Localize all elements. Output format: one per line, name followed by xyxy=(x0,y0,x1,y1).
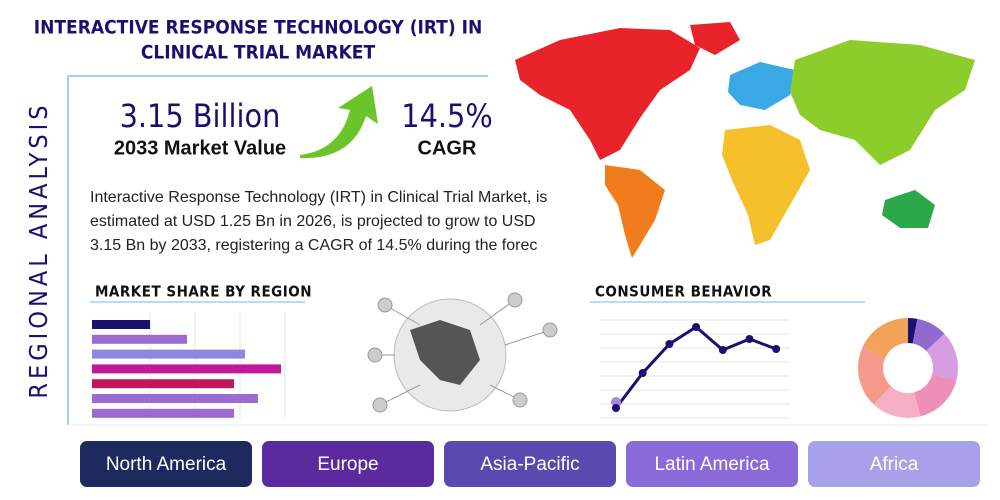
tab-background xyxy=(626,441,798,487)
donut-segment xyxy=(908,318,918,344)
stat-value: 3.15 Billion xyxy=(120,97,281,135)
donut-segment xyxy=(926,333,959,381)
description: 3.15 Bn by 2033, registering a CAGR of 1… xyxy=(90,237,537,254)
tab-label: Africa xyxy=(870,454,919,475)
bar xyxy=(92,364,281,374)
tab-label: Europe xyxy=(317,454,378,475)
growth-arrow xyxy=(300,86,378,159)
stat-value: 14.5% xyxy=(401,97,492,135)
region-tab[interactable]: Latin America xyxy=(626,441,798,487)
tab-label: Asia-Pacific xyxy=(480,454,579,475)
stat-label: 2033 Market Value xyxy=(114,137,286,159)
donut-segment xyxy=(873,386,921,419)
point xyxy=(612,404,620,412)
globe xyxy=(367,292,558,413)
point xyxy=(745,335,754,343)
title: CLINICAL TRIAL MARKET xyxy=(141,42,376,64)
region-tab[interactable]: Europe xyxy=(262,441,434,487)
region-tab[interactable]: Asia-Pacific xyxy=(444,441,616,487)
title: INTERACTIVE RESPONSE TECHNOLOGY (IRT) IN xyxy=(34,17,483,39)
point xyxy=(718,346,727,354)
point xyxy=(772,345,781,353)
bar xyxy=(92,379,234,389)
world-map xyxy=(515,22,975,258)
stat-label: CAGR xyxy=(418,137,477,159)
donut-segment xyxy=(912,318,945,351)
donut-segment xyxy=(857,346,891,405)
section-title: CONSUMER BEHAVIOR xyxy=(595,283,772,301)
tab-background xyxy=(808,441,980,487)
donut-segment xyxy=(862,318,908,358)
bar xyxy=(92,334,187,344)
point xyxy=(692,323,701,331)
bar xyxy=(92,320,150,329)
section-title: MARKET SHARE BY REGION xyxy=(95,283,312,301)
start-dot xyxy=(611,397,621,407)
line-grid xyxy=(600,319,790,419)
description: Interactive Response Technology (IRT) in… xyxy=(90,189,547,206)
bar xyxy=(92,408,234,418)
region-tab[interactable]: Africa xyxy=(808,441,980,487)
side-label: REGIONAL ANALYSIS xyxy=(24,101,53,398)
point xyxy=(665,340,674,348)
bar xyxy=(92,394,258,403)
description: estimated at USD 1.25 Bn in 2026, is pro… xyxy=(90,213,536,230)
point xyxy=(638,369,647,377)
bar xyxy=(92,349,245,359)
tab-label: North America xyxy=(106,454,227,475)
region-tab[interactable]: North America xyxy=(80,441,252,487)
tab-background xyxy=(444,441,616,487)
tab-background xyxy=(262,441,434,487)
tab-label: Latin America xyxy=(654,454,770,475)
tab-background xyxy=(80,441,252,487)
donut-segment xyxy=(914,374,957,417)
